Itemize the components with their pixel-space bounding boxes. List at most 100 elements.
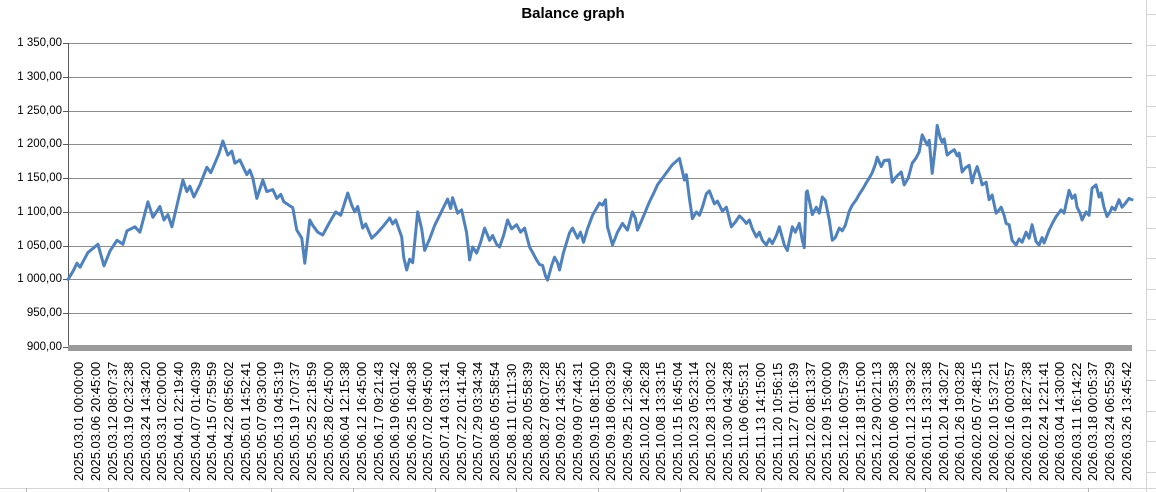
x-axis-label: 2025.07.14 03:13:41 (437, 361, 453, 481)
x-axis-label: 2025.08.11 01:11:30 (503, 363, 519, 481)
x-axis-label: 2025.11.27 01:16:39 (786, 362, 802, 481)
x-axis-label: 2025.10.23 05:23:14 (686, 361, 702, 481)
y-axis-tick (63, 178, 68, 179)
gridline (68, 43, 1132, 44)
x-axis-label: 2025.03.31 02:00:00 (154, 361, 170, 481)
x-axis-label: 2026.03.24 06:55:29 (1102, 361, 1118, 481)
x-axis-label: 2025.10.15 16:45:04 (669, 361, 685, 481)
x-axis-label: 2025.10.08 13:33:15 (653, 361, 669, 481)
y-axis-tick (63, 111, 68, 112)
x-axis-label: 2025.06.04 12:15:38 (337, 361, 353, 481)
x-axis-label: 2025.08.27 08:07:28 (536, 361, 552, 481)
x-axis-label: 2025.06.19 06:01:42 (387, 361, 403, 481)
balance-line-series (66, 123, 1134, 282)
x-axis-label: 2025.04.15 07:59:59 (204, 361, 220, 481)
chart-title: Balance graph (521, 5, 625, 22)
x-axis-label: 2025.07.29 03:34:34 (470, 361, 486, 481)
y-axis-label: 950,00 (26, 307, 62, 319)
x-axis-label: 2025.05.19 17:07:37 (287, 361, 303, 481)
gridline (68, 144, 1132, 145)
x-axis-label: 2025.08.20 05:58:39 (520, 361, 536, 481)
x-axis-label: 2025.10.02 14:26:28 (636, 361, 652, 481)
y-axis-tick (63, 144, 68, 145)
y-axis-tick (63, 43, 68, 44)
sheet-row-border (1147, 136, 1156, 137)
x-axis-label: 2025.09.15 08:15:00 (586, 361, 602, 481)
sheet-row-border (1147, 288, 1156, 290)
x-axis-label: 2025.06.12 16:45:00 (353, 361, 369, 481)
sheet-row-border (1147, 75, 1156, 76)
sheet-column-tick (516, 488, 518, 492)
x-axis-label: 2026.02.10 15:37:21 (985, 361, 1001, 481)
x-axis-label: 2025.10.28 13:00:32 (703, 361, 719, 481)
sheet-column-tick (761, 488, 763, 492)
x-axis-label: 2025.03.06 20:45:00 (87, 361, 103, 481)
sheet-row-border (0, 488, 1156, 489)
x-axis-label: 2025.03.19 02:32:38 (121, 361, 137, 481)
sheet-column-tick (679, 488, 681, 492)
x-axis-label: 2025.08.05 05:58:54 (486, 361, 502, 481)
x-axis-label: 2025.03.24 14:34:20 (137, 361, 153, 481)
x-axis-label: 2025.12.18 19:15:00 (852, 361, 868, 481)
x-axis-label: 2025.03.01 00:00:00 (71, 361, 87, 481)
y-axis-tick (63, 212, 68, 213)
sheet-row-border (1147, 105, 1156, 107)
sheet-row-border (1147, 349, 1156, 351)
x-axis-label: 2026.03.04 14:30:00 (1052, 361, 1068, 481)
x-axis-label: 2025.05.28 02:45:00 (320, 361, 336, 481)
x-axis-label: 2025.04.22 08:56:02 (220, 361, 236, 481)
gridline (68, 279, 1132, 280)
sheet-row-border (1147, 197, 1156, 198)
sheet-column-tick (924, 488, 926, 492)
sheet-row-border (1147, 14, 1156, 15)
x-axis-label: 2026.01.15 13:31:38 (919, 361, 935, 481)
x-axis-label: 2025.06.17 09:21:43 (370, 361, 386, 481)
x-axis-label: 2026.01.06 00:35:38 (885, 361, 901, 481)
y-axis-label: 1 350,00 (17, 37, 62, 49)
gridline (68, 178, 1132, 179)
x-axis-label: 2025.09.09 07:44:31 (570, 361, 586, 481)
y-axis-label: 1 100,00 (17, 206, 62, 218)
x-axis-label: 2025.11.13 14:15:00 (752, 362, 768, 481)
x-axis-label: 2025.12.29 00:21:13 (869, 361, 885, 481)
x-axis-label: 2025.07.22 01:41:40 (453, 361, 469, 481)
x-axis-label: 2025.12.02 08:13:37 (802, 361, 818, 481)
x-axis-label: 2026.03.18 00:05:37 (1085, 361, 1101, 481)
sheet-column-tick (271, 488, 273, 492)
x-axis-label: 2025.06.25 16:40:38 (403, 361, 419, 481)
sheet-column-tick (107, 488, 109, 492)
x-axis-label: 2025.09.25 12:36:40 (619, 361, 635, 481)
sheet-row-border (1147, 227, 1156, 229)
x-axis-label: 2025.09.02 14:35:25 (553, 361, 569, 481)
y-axis-label: 1 000,00 (17, 273, 62, 285)
x-axis-label: 2026.02.19 18:27:38 (1018, 361, 1034, 481)
x-axis-label: 2025.10.30 04:34:28 (719, 361, 735, 481)
y-axis-line (68, 43, 69, 351)
sheet-row-border (1147, 44, 1156, 46)
x-axis-label: 2026.01.20 14:30:27 (935, 361, 951, 481)
sheet-row-border (1147, 410, 1156, 412)
sheet-row-border (1147, 319, 1156, 320)
x-axis-label: 2026.03.26 13:45:42 (1118, 361, 1134, 481)
x-axis-label: 2026.01.12 13:39:32 (902, 361, 918, 481)
sheet-row-border (1147, 380, 1156, 381)
balance-line (66, 123, 1134, 282)
y-axis-tick (63, 347, 68, 348)
x-axis-label: 2025.05.01 14:52:41 (237, 361, 253, 481)
y-axis-label: 1 150,00 (17, 172, 62, 184)
gridline (68, 212, 1132, 213)
x-axis-label: 2025.12.16 00:57:39 (836, 361, 852, 481)
sheet-row-border (1147, 166, 1156, 168)
gridline (68, 111, 1132, 112)
y-axis-label: 1 250,00 (17, 105, 62, 117)
sheet-row-border (1147, 258, 1156, 259)
sheet-column-tick (597, 488, 599, 492)
sheet-column-tick (434, 488, 436, 492)
sheet-column-tick (189, 488, 191, 492)
x-axis-label: 2025.04.01 22:19:40 (171, 361, 187, 481)
x-axis-label: 2026.03.11 16:14:22 (1068, 362, 1084, 481)
y-axis-tick (63, 77, 68, 78)
y-axis-label: 1 300,00 (17, 71, 62, 83)
x-axis-band (68, 345, 1132, 351)
